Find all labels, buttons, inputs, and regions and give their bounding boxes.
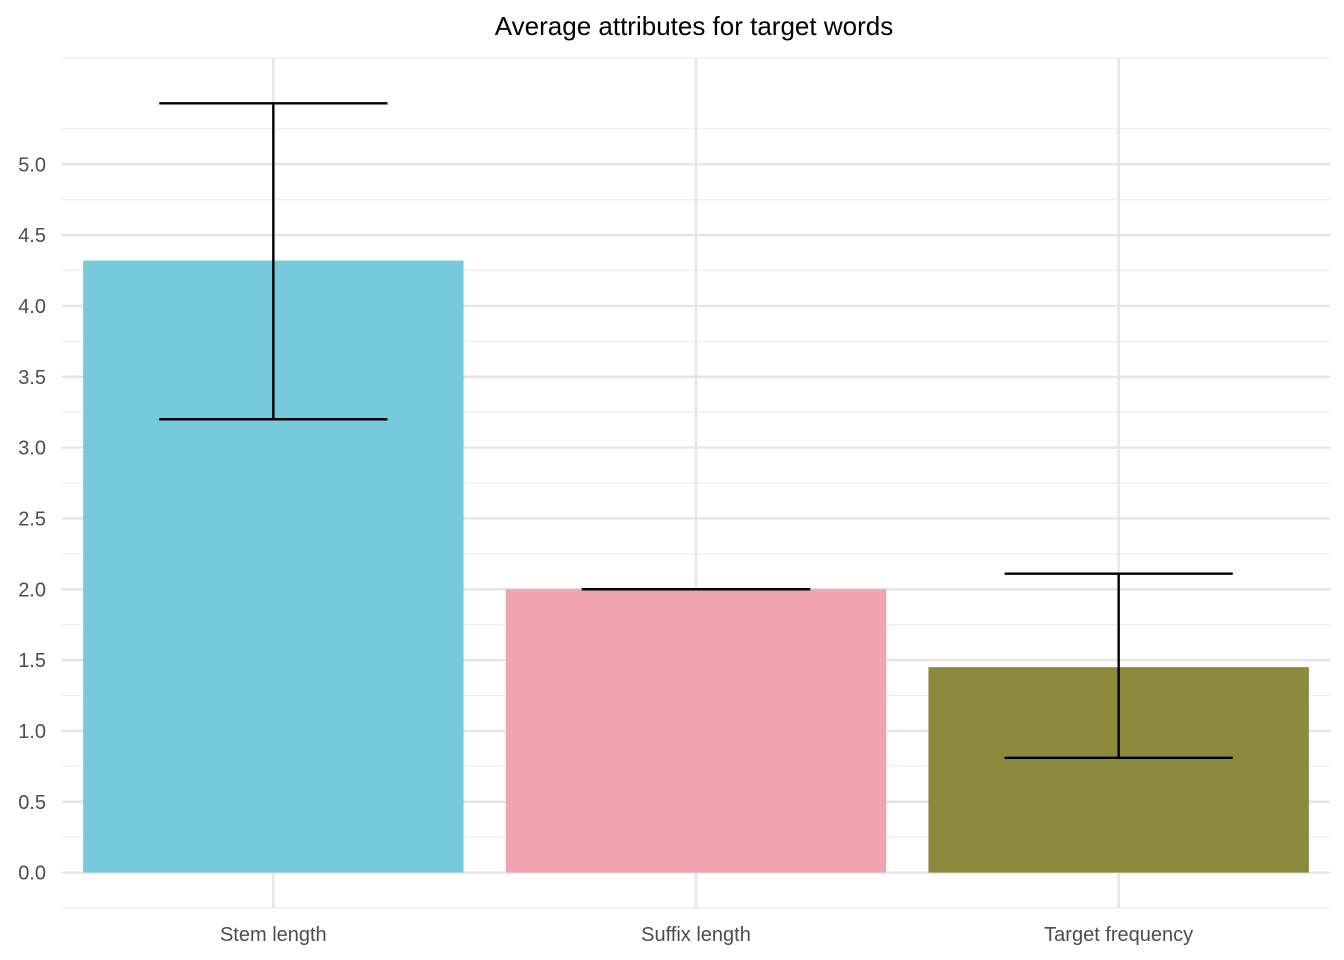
y-tick-label: 3.0	[18, 438, 46, 460]
y-tick-label: 2.0	[18, 579, 46, 601]
y-tick-label: 1.0	[18, 721, 46, 743]
x-axis-tick-labels: Stem length Suffix length Target frequency	[220, 924, 1193, 946]
y-tick-label: 3.5	[18, 367, 46, 389]
y-tick-label: 2.5	[18, 508, 46, 530]
y-tick-label: 5.0	[18, 154, 46, 176]
y-tick-label: 0.0	[18, 863, 46, 885]
x-tick-label: Stem length	[220, 924, 327, 946]
y-tick-label: 1.5	[18, 650, 46, 672]
y-tick-label: 4.0	[18, 296, 46, 318]
y-tick-label: 0.5	[18, 792, 46, 814]
chart-title: Average attributes for target words	[495, 11, 893, 41]
x-tick-label: Target frequency	[1044, 924, 1193, 946]
y-tick-label: 4.5	[18, 225, 46, 247]
bars	[83, 260, 1309, 873]
error-bars	[159, 102, 1233, 760]
bar-suffix-length	[505, 589, 887, 873]
x-tick-label: Suffix length	[641, 924, 751, 946]
y-axis-tick-labels: 0.0 0.5 1.0 1.5 2.0 2.5 3.0 3.5 4.0 4.5 5.0	[18, 154, 46, 884]
